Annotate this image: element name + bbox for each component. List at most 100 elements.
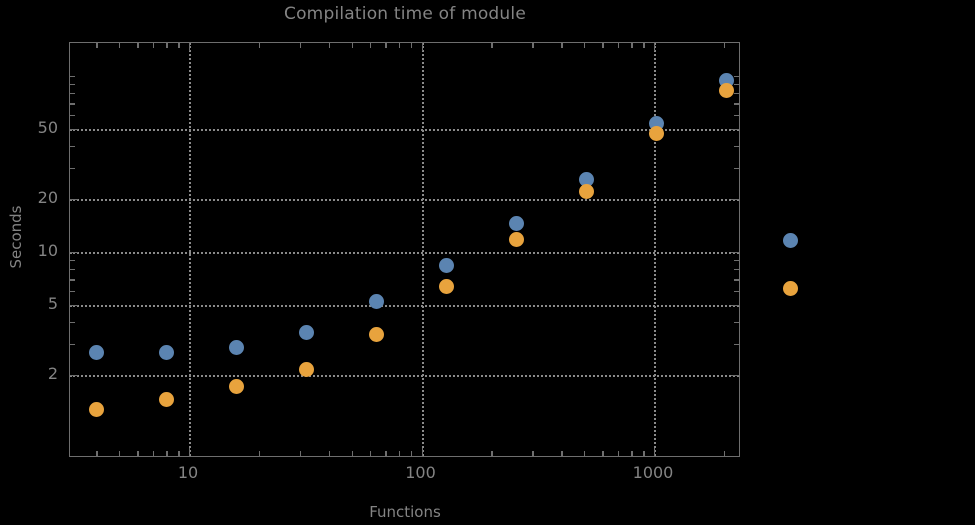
- plot-area: [70, 43, 739, 456]
- x-axis-minor-tick: [491, 43, 493, 48]
- data-point: [718, 82, 734, 98]
- y-axis-tick-label: 50: [37, 118, 58, 138]
- x-axis-minor-tick: [152, 43, 155, 48]
- x-axis-minor-tick: [328, 43, 331, 48]
- data-point: [438, 257, 454, 273]
- data-point: [228, 340, 244, 356]
- gridline-horizontal: [70, 199, 739, 202]
- x-axis-minor-tick: [369, 43, 372, 48]
- x-axis-minor-tick: [532, 43, 534, 48]
- y-axis-tick: [731, 129, 739, 131]
- y-axis-minor-tick: [70, 269, 75, 271]
- y-axis-minor-tick: [734, 321, 739, 324]
- gridline-horizontal: [70, 374, 739, 377]
- y-axis-tick-label: 10: [37, 241, 58, 260]
- y-axis-minor-tick: [734, 103, 739, 105]
- x-axis-tick-label: 10: [177, 463, 199, 482]
- y-axis-minor-tick: [734, 76, 739, 78]
- y-axis-minor-tick: [70, 115, 75, 117]
- x-axis-minor-tick: [96, 43, 98, 48]
- x-axis-tick: [654, 43, 656, 51]
- data-point: [578, 184, 594, 200]
- gridline-vertical: [421, 43, 424, 456]
- data-point: [508, 231, 524, 247]
- x-axis-tick: [421, 43, 423, 51]
- y-axis-minor-tick: [734, 168, 739, 170]
- data-point: [298, 361, 314, 377]
- y-axis-tick: [70, 252, 78, 254]
- x-axis-minor-tick: [178, 451, 180, 456]
- x-axis-tick-label: 1000: [632, 463, 674, 482]
- y-axis-minor-tick: [734, 84, 739, 86]
- y-axis-tick: [731, 199, 739, 201]
- x-axis-minor-tick: [617, 451, 620, 456]
- x-axis-minor-tick: [561, 451, 563, 456]
- x-axis-minor-tick: [369, 451, 372, 456]
- data-point: [88, 401, 104, 417]
- x-axis-minor-tick: [351, 43, 353, 48]
- gridline-horizontal: [70, 129, 739, 132]
- data-point: [648, 126, 664, 142]
- y-axis-minor-tick: [734, 93, 739, 95]
- gridline-vertical: [654, 43, 656, 456]
- x-axis-minor-tick: [602, 43, 604, 48]
- data-point: [782, 281, 798, 297]
- x-axis-minor-tick: [96, 451, 98, 456]
- x-axis-minor-tick: [178, 43, 180, 48]
- y-axis-tick: [731, 304, 739, 307]
- x-axis-minor-tick: [631, 43, 633, 48]
- y-axis-tick: [70, 129, 78, 131]
- plot-frame: [69, 42, 740, 457]
- x-axis-minor-tick: [258, 43, 261, 48]
- y-axis-tick: [70, 304, 78, 307]
- gridline-horizontal: [70, 304, 739, 307]
- y-axis-minor-tick: [734, 279, 739, 281]
- x-axis-minor-tick: [166, 451, 168, 456]
- y-axis-minor-tick: [70, 84, 75, 86]
- x-axis-minor-tick: [299, 43, 302, 48]
- x-axis-minor-tick: [328, 451, 331, 456]
- x-axis-minor-tick: [410, 43, 413, 48]
- data-point: [158, 344, 174, 360]
- x-axis-minor-tick: [584, 451, 586, 456]
- y-axis-tick-label: 20: [37, 188, 58, 208]
- y-axis-tick: [70, 374, 78, 377]
- x-axis-minor-tick: [299, 451, 302, 456]
- y-axis-minor-tick: [70, 279, 75, 281]
- y-axis-minor-tick: [734, 269, 739, 271]
- x-axis-minor-tick: [385, 451, 387, 456]
- x-axis-minor-tick: [602, 451, 604, 456]
- y-axis-minor-tick: [70, 76, 75, 78]
- chart-title: Compilation time of module: [284, 4, 526, 24]
- y-axis-minor-tick: [70, 291, 75, 293]
- x-axis-minor-tick: [561, 43, 563, 48]
- x-axis-minor-tick: [643, 43, 645, 48]
- x-axis-minor-tick: [643, 451, 645, 456]
- x-axis-minor-tick: [410, 451, 413, 456]
- y-axis-minor-tick: [734, 343, 739, 346]
- x-axis-minor-tick: [385, 43, 387, 48]
- x-axis-minor-tick: [166, 43, 168, 48]
- y-axis-minor-tick: [734, 115, 739, 117]
- x-axis-tick: [189, 43, 191, 51]
- y-axis-tick: [731, 374, 739, 377]
- x-axis-minor-tick: [152, 451, 155, 456]
- x-axis-minor-tick: [584, 43, 586, 48]
- x-axis-tick: [421, 448, 423, 456]
- x-axis-minor-tick: [398, 451, 401, 456]
- x-axis-minor-tick: [617, 43, 620, 48]
- y-axis-tick-label: 5: [47, 293, 58, 313]
- data-point: [782, 232, 798, 248]
- data-point: [368, 294, 384, 310]
- y-axis-minor-tick: [734, 291, 739, 293]
- y-axis-tick: [70, 199, 78, 201]
- x-axis-tick: [654, 448, 656, 456]
- y-axis-title: Seconds: [7, 205, 25, 269]
- data-point: [88, 344, 104, 360]
- x-axis-minor-tick: [723, 451, 726, 456]
- gridline-horizontal: [70, 252, 739, 254]
- x-axis-minor-tick: [532, 451, 534, 456]
- data-point: [438, 278, 454, 294]
- y-axis-minor-tick: [734, 146, 739, 148]
